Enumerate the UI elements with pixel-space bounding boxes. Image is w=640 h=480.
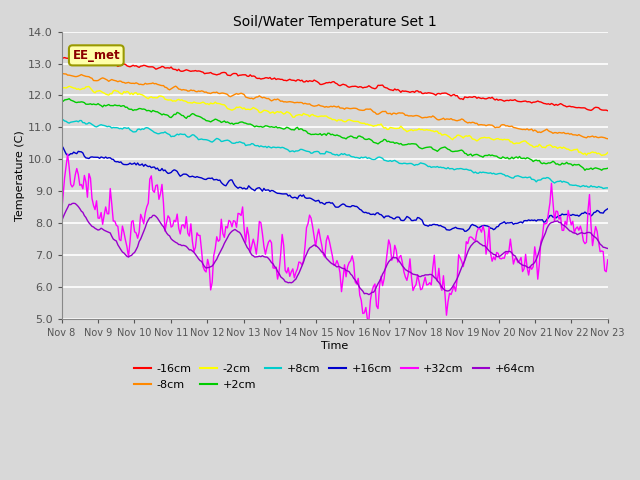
+8cm <box>604 185 612 191</box>
-2cm <box>240 105 248 111</box>
-16cm <box>298 77 306 83</box>
+8cm <box>248 141 255 146</box>
+8cm <box>221 138 228 144</box>
Line: -16cm: -16cm <box>61 58 608 111</box>
+64cm <box>58 218 65 224</box>
+2cm <box>58 98 65 104</box>
-8cm <box>296 99 304 105</box>
+64cm <box>70 201 77 206</box>
-2cm <box>58 84 65 89</box>
+2cm <box>298 126 306 132</box>
Text: EE_met: EE_met <box>72 49 120 62</box>
+16cm <box>296 192 304 198</box>
-2cm <box>298 113 306 119</box>
-8cm <box>604 136 612 142</box>
Legend: -16cm, -8cm, -2cm, +2cm, +8cm, +16cm, +32cm, +64cm: -16cm, -8cm, -2cm, +2cm, +8cm, +16cm, +3… <box>130 360 540 394</box>
+64cm <box>298 263 306 269</box>
-2cm <box>598 153 605 158</box>
+32cm <box>298 262 306 268</box>
+16cm <box>575 213 582 219</box>
+16cm <box>248 186 255 192</box>
-8cm <box>125 80 132 85</box>
Line: +16cm: +16cm <box>61 145 608 231</box>
-2cm <box>65 84 73 89</box>
+32cm <box>64 151 72 157</box>
-8cm <box>573 132 581 138</box>
+16cm <box>239 186 246 192</box>
-16cm <box>222 70 230 76</box>
+16cm <box>461 228 468 234</box>
Y-axis label: Temperature (C): Temperature (C) <box>15 130 25 221</box>
-16cm <box>240 72 248 78</box>
Line: +2cm: +2cm <box>61 99 608 170</box>
+64cm <box>240 238 248 244</box>
-16cm <box>126 64 134 70</box>
+8cm <box>58 116 65 122</box>
+2cm <box>575 162 582 168</box>
+16cm <box>604 206 612 212</box>
+32cm <box>58 211 65 216</box>
+32cm <box>577 223 584 229</box>
+2cm <box>222 120 230 125</box>
Line: +8cm: +8cm <box>61 119 608 189</box>
Title: Soil/Water Temperature Set 1: Soil/Water Temperature Set 1 <box>233 15 436 29</box>
+8cm <box>125 125 132 131</box>
+2cm <box>581 168 589 173</box>
-8cm <box>239 91 246 96</box>
-16cm <box>575 105 582 110</box>
-2cm <box>250 105 257 110</box>
-16cm <box>61 55 68 60</box>
-2cm <box>575 149 582 155</box>
+32cm <box>250 236 257 242</box>
+32cm <box>126 239 134 245</box>
+64cm <box>126 253 134 259</box>
X-axis label: Time: Time <box>321 341 348 351</box>
-2cm <box>126 91 134 97</box>
+64cm <box>365 292 372 298</box>
+2cm <box>65 96 73 102</box>
+2cm <box>126 107 134 112</box>
+64cm <box>222 238 230 243</box>
-8cm <box>248 96 255 101</box>
+8cm <box>239 140 246 146</box>
+16cm <box>125 161 132 167</box>
+64cm <box>250 253 257 259</box>
Line: +32cm: +32cm <box>61 154 608 320</box>
+8cm <box>599 186 607 192</box>
-16cm <box>58 55 65 61</box>
+8cm <box>573 183 581 189</box>
+32cm <box>604 257 612 263</box>
+8cm <box>296 146 304 152</box>
-2cm <box>604 150 612 156</box>
-16cm <box>250 73 257 79</box>
-8cm <box>221 91 228 96</box>
+16cm <box>58 143 65 148</box>
Line: -8cm: -8cm <box>61 73 608 139</box>
-8cm <box>58 71 65 76</box>
+64cm <box>604 246 612 252</box>
+64cm <box>577 230 584 236</box>
+32cm <box>240 226 248 231</box>
+32cm <box>365 317 372 323</box>
-2cm <box>222 103 230 109</box>
+2cm <box>604 165 612 171</box>
-16cm <box>604 108 612 114</box>
+2cm <box>240 120 248 126</box>
+16cm <box>221 182 228 188</box>
+2cm <box>250 123 257 129</box>
Line: +64cm: +64cm <box>61 204 608 295</box>
+32cm <box>222 224 230 229</box>
Line: -2cm: -2cm <box>61 86 608 156</box>
